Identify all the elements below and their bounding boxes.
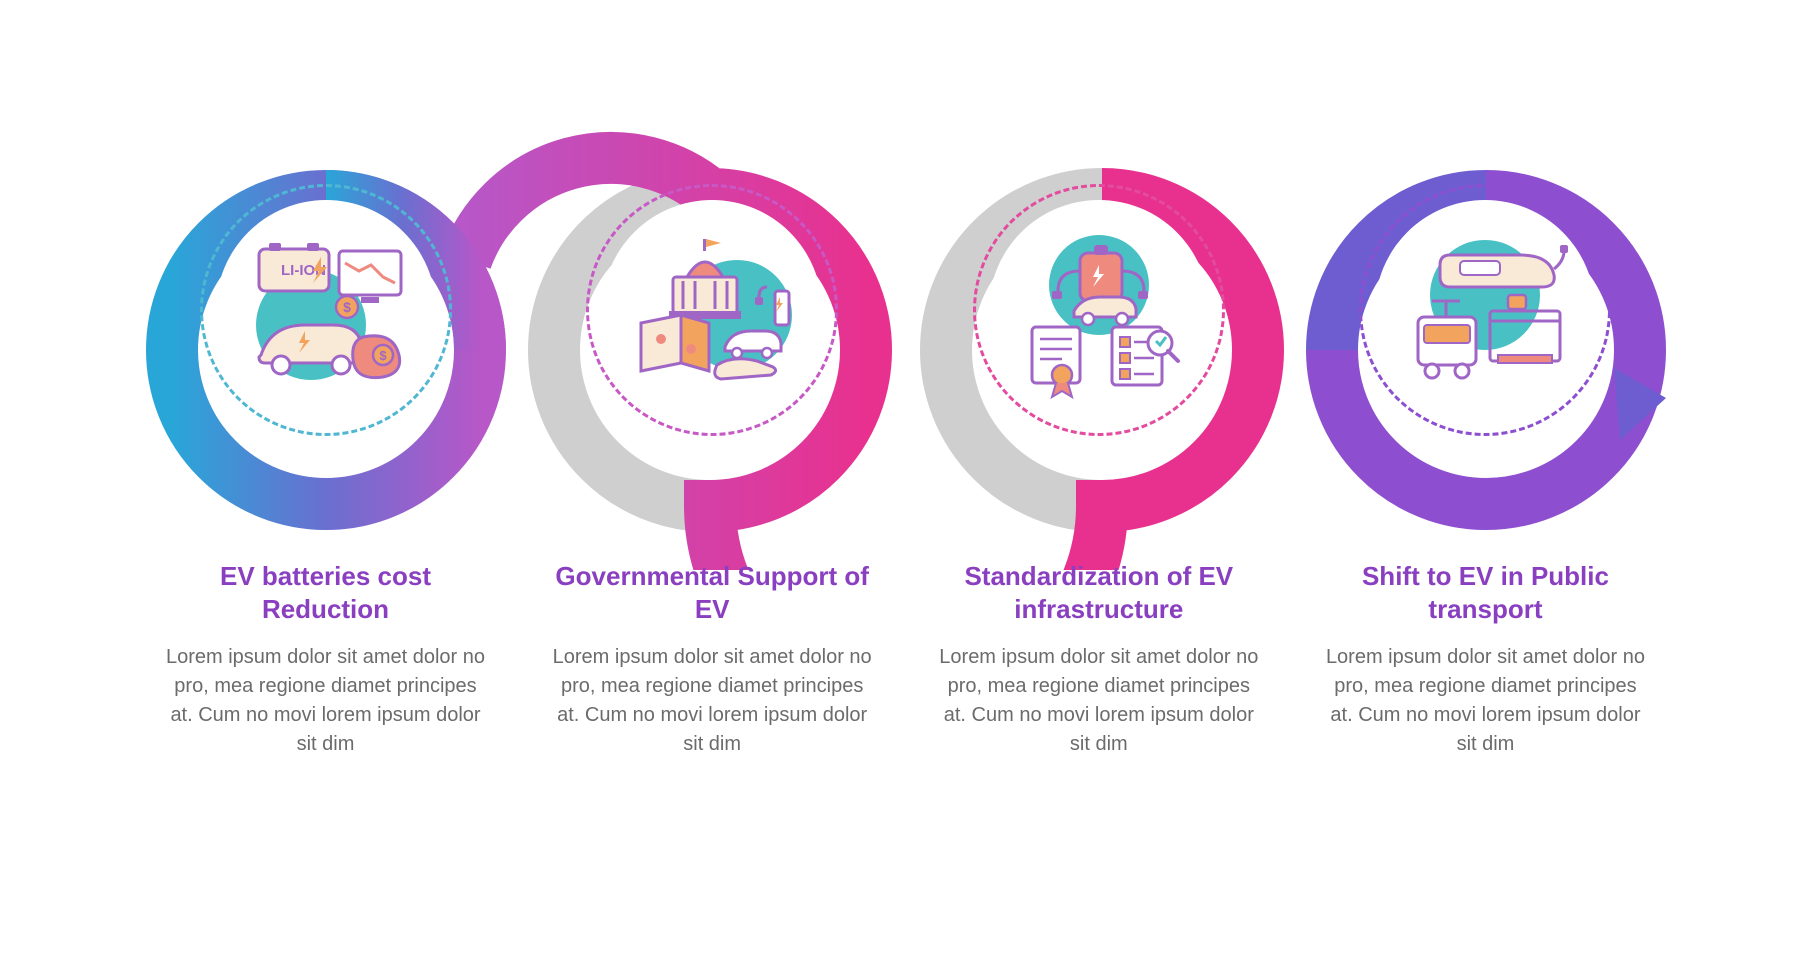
item-body: Lorem ipsum dolor sit amet dolor no pro,… xyxy=(1325,643,1645,759)
items-row: LI-ION $ xyxy=(146,130,1666,759)
circle-wrap: LI-ION $ xyxy=(146,130,506,490)
icon-holder xyxy=(1375,200,1595,420)
public-transport-icon xyxy=(1390,215,1580,405)
text-block: Governmental Support of EV Lorem ipsum d… xyxy=(552,560,872,759)
icon-holder xyxy=(989,200,1209,420)
item-title: Governmental Support of EV xyxy=(552,560,872,625)
item-title: Standardization of EV infrastructure xyxy=(939,560,1259,625)
circle-wrap xyxy=(532,130,892,490)
item-body: Lorem ipsum dolor sit amet dolor no pro,… xyxy=(939,643,1259,759)
circle-wrap xyxy=(919,130,1279,490)
infographic-canvas: LI-ION $ xyxy=(106,100,1706,880)
svg-text:$: $ xyxy=(343,299,351,315)
text-block: Standardization of EV infrastructure Lor… xyxy=(939,560,1259,759)
item-title: Shift to EV in Public transport xyxy=(1325,560,1645,625)
standardization-icon xyxy=(1004,215,1194,405)
battery-cost-icon: LI-ION $ xyxy=(231,215,421,405)
gov-support-icon xyxy=(617,215,807,405)
item-title: EV batteries cost Reduction xyxy=(166,560,486,625)
item-standardization: Standardization of EV infrastructure Lor… xyxy=(919,130,1279,759)
text-block: EV batteries cost Reduction Lorem ipsum … xyxy=(166,560,486,759)
item-battery-cost: LI-ION $ xyxy=(146,130,506,759)
item-body: Lorem ipsum dolor sit amet dolor no pro,… xyxy=(552,643,872,759)
item-body: Lorem ipsum dolor sit amet dolor no pro,… xyxy=(166,643,486,759)
circle-wrap xyxy=(1305,130,1665,490)
item-gov-support: Governmental Support of EV Lorem ipsum d… xyxy=(532,130,892,759)
item-public-transport: Shift to EV in Public transport Lorem ip… xyxy=(1305,130,1665,759)
text-block: Shift to EV in Public transport Lorem ip… xyxy=(1325,560,1645,759)
icon-holder: LI-ION $ xyxy=(216,200,436,420)
svg-text:$: $ xyxy=(379,348,387,363)
icon-holder xyxy=(602,200,822,420)
